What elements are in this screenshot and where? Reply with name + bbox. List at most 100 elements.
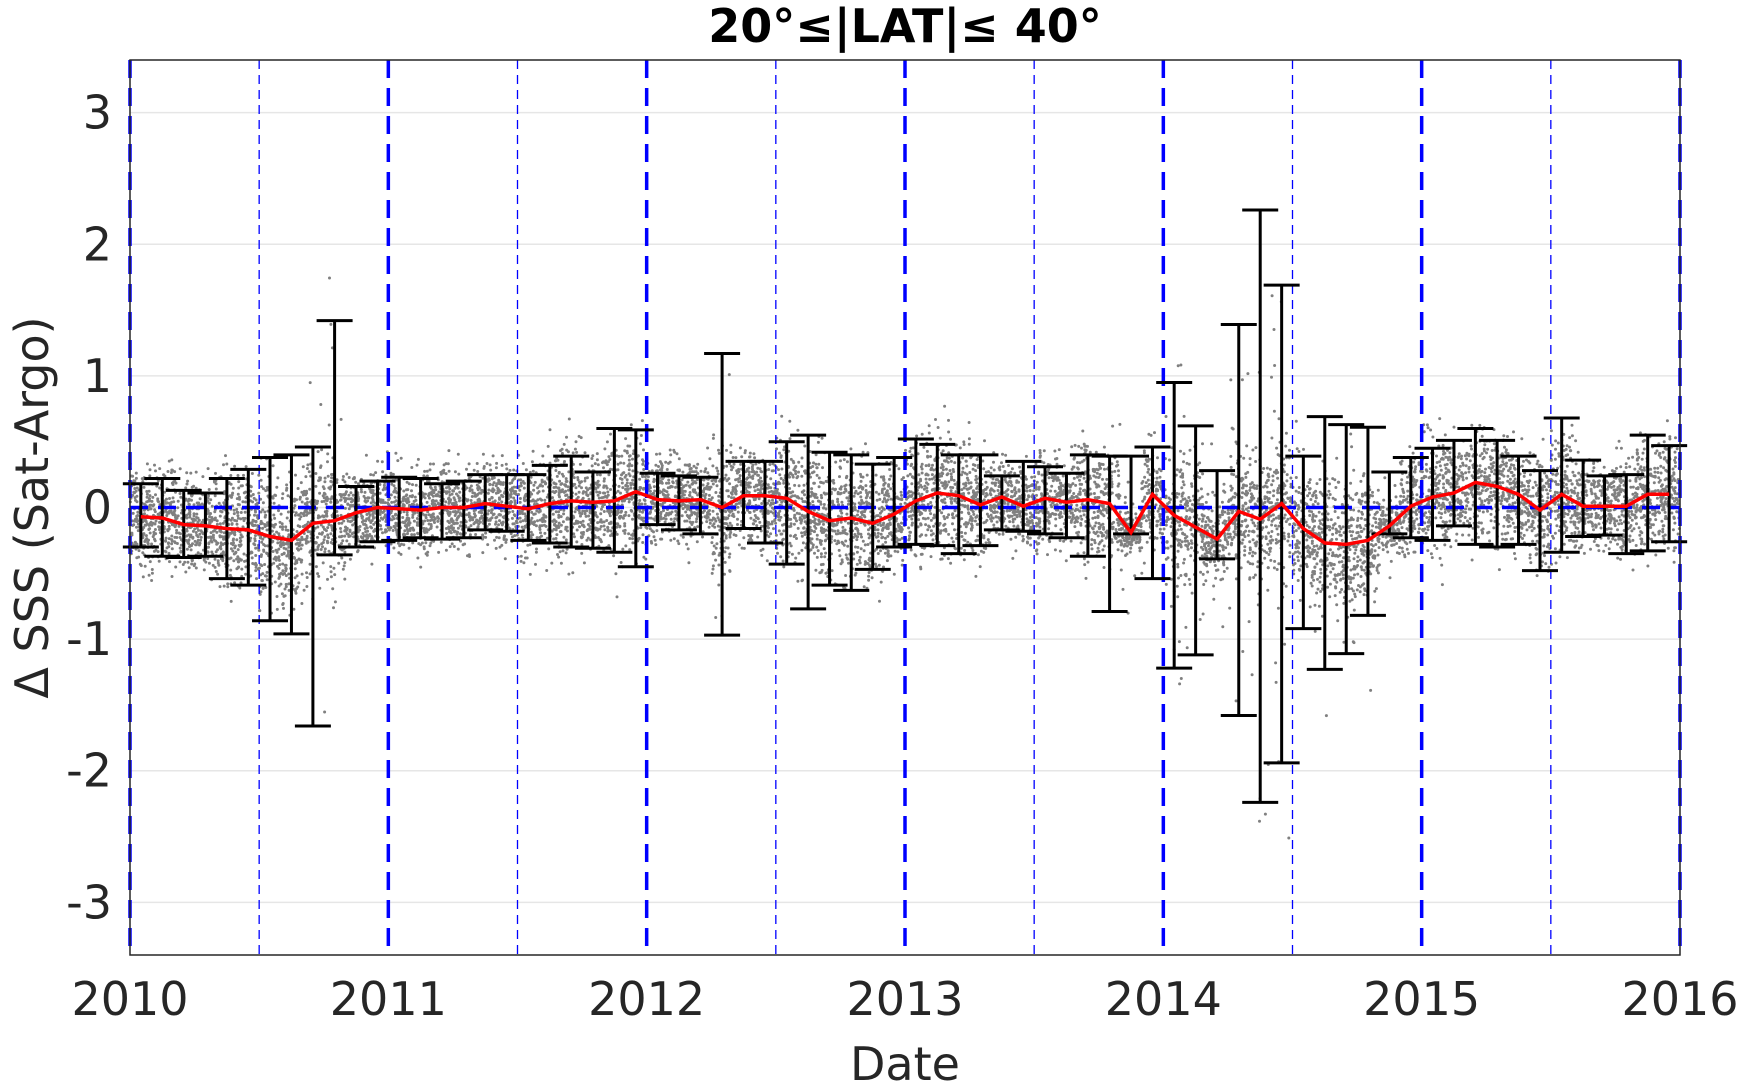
scatter-point [539,531,542,535]
scatter-point [383,515,386,519]
scatter-point [229,474,233,477]
scatter-point [240,567,244,571]
scatter-point [300,558,304,562]
scatter-point [819,526,823,530]
scatter-point [408,521,412,525]
scatter-point [277,566,281,570]
scatter-point [760,470,764,474]
scatter-point [473,515,477,519]
scatter-point [273,516,277,520]
scatter-point [372,473,375,477]
scatter-point [710,536,714,539]
scatter-point [834,460,838,464]
scatter-point [814,568,818,572]
scatter-point [491,454,495,458]
scatter-point [620,454,624,458]
scatter-point [135,525,138,529]
scatter-point [254,498,258,502]
scatter-point [534,550,538,554]
scatter-point [231,538,235,542]
scatter-point [187,502,191,506]
scatter-point [317,479,321,483]
scatter-point [789,491,793,495]
scatter-point [585,529,589,533]
scatter-point [325,539,329,543]
scatter-point [819,555,823,559]
scatter-point [437,517,440,520]
scatter-point [179,495,183,499]
scatter-point [475,483,479,487]
scatter-point [142,485,146,489]
scatter-point [641,533,645,537]
scatter-point [173,540,177,544]
scatter-point [475,462,479,465]
scatter-point [508,468,512,472]
scatter-point [250,472,254,475]
scatter-point [565,435,568,439]
scatter-point [284,585,288,589]
scatter-point [473,494,477,498]
scatter-point [746,476,750,480]
scatter-point [774,521,778,525]
scatter-point [782,448,786,452]
scatter-point [574,486,578,490]
scatter-point [781,559,785,563]
scatter-point [587,514,591,518]
scatter-point [153,510,157,514]
scatter-point [261,586,265,590]
scatter-point [343,480,347,484]
scatter-point [605,440,609,444]
scatter-point [728,552,732,556]
scatter-point [486,543,490,547]
scatter-point [637,513,641,517]
scatter-point [684,510,688,514]
scatter-point [471,491,475,495]
scatter-point [580,480,583,484]
scatter-point [223,490,227,494]
scatter-point [359,487,363,491]
scatter-point [564,538,568,542]
scatter-point [236,503,240,506]
scatter-point [690,511,694,514]
scatter-point [429,524,433,528]
scatter-point [259,590,263,594]
scatter-point [333,573,337,577]
scatter-point [449,498,453,502]
scatter-point [690,482,694,486]
scatter-point [626,444,630,448]
scatter-point [782,537,785,541]
scatter-point [412,499,416,503]
scatter-point [376,459,380,463]
scatter-point [157,525,161,529]
scatter-point [734,492,738,496]
scatter-point [452,501,455,505]
scatter-point [300,543,304,547]
scatter-point [711,482,715,486]
scatter-point [392,484,396,488]
scatter-point [547,547,551,551]
scatter-point [412,528,416,532]
scatter-point [154,469,157,473]
scatter-point [518,497,522,500]
scatter-point [295,530,299,533]
scatter-point [730,492,734,496]
scatter-point [627,458,631,462]
scatter-point [210,550,214,554]
scatter-point [565,503,569,506]
scatter-point [212,517,216,521]
scatter-point [281,525,285,529]
scatter-point [551,490,555,494]
scatter-point [150,523,154,527]
scatter-point [797,512,801,516]
scatter-point [192,512,196,516]
scatter-point [596,463,600,467]
scatter-point [156,550,160,554]
scatter-point [649,510,652,514]
scatter-point [218,534,222,538]
scatter-point [624,473,628,477]
scatter-point [657,465,660,468]
scatter-point [177,531,181,535]
scatter-point [812,470,816,474]
scatter-point [153,522,157,526]
scatter-point [655,452,658,456]
